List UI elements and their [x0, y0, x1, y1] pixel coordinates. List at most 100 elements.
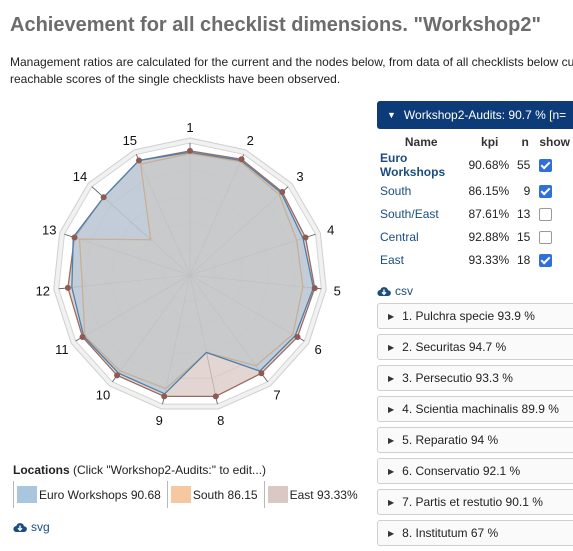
- radar-point: [302, 234, 309, 241]
- radar-point: [294, 334, 301, 341]
- caret-right-icon: ▶: [388, 435, 395, 445]
- svg-link-label: svg: [31, 520, 50, 534]
- legend-title: Locations (Click "Workshop2-Audits:" to …: [13, 463, 364, 477]
- kpi-table: Name kpi n show Euro Workshops 90.68% 55…: [377, 133, 573, 271]
- show-checkbox[interactable]: [539, 184, 553, 198]
- csv-download-link[interactable]: csv: [377, 284, 413, 298]
- show-checkbox[interactable]: [539, 159, 553, 173]
- section-label: 1. Pulchra specie 93.9 %: [402, 309, 535, 323]
- column-header-n: n: [521, 135, 529, 149]
- legend-swatch: [17, 486, 37, 503]
- section-4[interactable]: ▶ 4. Scientia machinalis 89.9 %: [377, 396, 573, 422]
- caret-right-icon: ▶: [388, 528, 395, 538]
- radar-axis-label: 8: [217, 413, 224, 428]
- row-name-link[interactable]: Central: [380, 229, 419, 244]
- section-label: 4. Scientia machinalis 89.9 %: [402, 402, 559, 416]
- radar-axis-label: 11: [55, 342, 69, 357]
- radar-axis-label: 9: [156, 413, 163, 428]
- legend-label: East 93.33%: [289, 487, 358, 502]
- row-name-link[interactable]: East: [380, 252, 405, 267]
- show-checkbox[interactable]: [539, 207, 553, 221]
- radar-point: [114, 372, 121, 379]
- radar-axis-label: 12: [36, 283, 50, 298]
- radar-point: [135, 157, 142, 164]
- caret-right-icon: ▶: [388, 466, 395, 476]
- radar-axis-label: 6: [315, 342, 322, 357]
- row-name-link[interactable]: South/East: [380, 206, 439, 221]
- caret-right-icon: ▶: [388, 373, 395, 383]
- column-header-show: show: [539, 135, 570, 149]
- section-7[interactable]: ▶ 7. Partis et restutio 90.1 %: [377, 489, 573, 515]
- section-5[interactable]: ▶ 5. Reparatio 94 %: [377, 427, 573, 453]
- legend-title-label: Locations: [13, 463, 70, 477]
- section-label: 6. Conservatio 92.1 %: [402, 464, 521, 478]
- radar-series-euro-workshops: [71, 151, 315, 395]
- cloud-download-icon: [13, 522, 27, 532]
- section-8[interactable]: ▶ 8. Institutum 67 %: [377, 520, 573, 546]
- section-label: 2. Securitas 94.7 %: [402, 340, 507, 354]
- radar-axis-label: 1: [186, 120, 193, 135]
- section-6[interactable]: ▶ 6. Conservatio 92.1 %: [377, 458, 573, 484]
- radar-point: [161, 393, 168, 400]
- row-n: 15: [516, 229, 531, 244]
- section-2[interactable]: ▶ 2. Securitas 94.7 %: [377, 334, 573, 360]
- row-name-link[interactable]: South: [380, 183, 412, 198]
- radar-point: [64, 284, 71, 291]
- table-row: South 86.15% 9: [377, 179, 573, 202]
- legend-label: Euro Workshops 90.68: [39, 487, 161, 502]
- table-row: Central 92.88% 15: [377, 225, 573, 248]
- radar-point: [238, 156, 245, 163]
- column-header-kpi: kpi: [481, 135, 499, 149]
- table-row: South/East 87.61% 13: [377, 202, 573, 225]
- radar-axis-label: 5: [334, 283, 341, 298]
- legend: Locations (Click "Workshop2-Audits:" to …: [13, 463, 364, 508]
- radar-axis-label: 15: [123, 133, 137, 148]
- section-3[interactable]: ▶ 3. Persecutio 93.3 %: [377, 365, 573, 391]
- legend-item-euro-workshops[interactable]: Euro Workshops 90.68: [13, 481, 167, 508]
- caret-right-icon: ▶: [388, 497, 395, 507]
- dimension-sections: ▶ 1. Pulchra specie 93.9 % ▶ 2. Securitas …: [377, 303, 573, 551]
- row-kpi: 86.15%: [468, 183, 510, 198]
- row-n: 13: [516, 206, 531, 221]
- legend-label: South 86.15: [192, 487, 258, 502]
- svg-download-link[interactable]: svg: [13, 520, 50, 534]
- page-title: Achievement for all checklist dimensions…: [10, 14, 541, 36]
- radar-point: [100, 194, 107, 201]
- table-row: Euro Workshops 90.68% 55: [377, 151, 573, 179]
- legend-item-south[interactable]: South 86.15: [166, 481, 264, 508]
- audits-panel-header[interactable]: ▼ Workshop2-Audits: 90.7 % [n=: [377, 101, 573, 129]
- legend-hint: (Click "Workshop2-Audits:" to edit...): [69, 463, 267, 477]
- cloud-download-icon: [377, 286, 391, 296]
- radar-point: [187, 147, 193, 154]
- radar-axis-label: 7: [273, 388, 280, 403]
- row-n: 55: [516, 158, 531, 172]
- radar-axis-label: 10: [96, 388, 110, 403]
- row-n: 18: [516, 252, 531, 267]
- section-label: 5. Reparatio 94 %: [402, 433, 499, 447]
- radar-point: [79, 334, 86, 341]
- legend-swatch: [170, 486, 191, 503]
- intro-text: Management ratios are calculated for the…: [10, 54, 573, 88]
- section-1[interactable]: ▶ 1. Pulchra specie 93.9 %: [377, 303, 573, 329]
- legend-item-east[interactable]: East 93.33%: [263, 481, 364, 508]
- csv-link-label: csv: [395, 284, 413, 298]
- show-checkbox[interactable]: [539, 230, 553, 244]
- audits-panel-header-label: Workshop2-Audits: 90.7 % [n=: [403, 108, 567, 122]
- caret-right-icon: ▶: [388, 404, 395, 414]
- radar-point: [258, 370, 265, 377]
- section-label: 8. Institutum 67 %: [402, 526, 499, 540]
- column-header-name: Name: [404, 135, 438, 149]
- caret-right-icon: ▶: [388, 311, 395, 321]
- radar-point: [71, 234, 78, 241]
- section-label: 3. Persecutio 93.3 %: [402, 371, 513, 385]
- radar-point: [212, 393, 219, 400]
- radar-point: [311, 285, 318, 292]
- row-n: 9: [523, 183, 531, 198]
- row-name-link[interactable]: Euro Workshops: [380, 151, 446, 179]
- row-kpi: 92.88%: [468, 229, 510, 244]
- row-kpi: 90.68%: [468, 158, 510, 172]
- section-label: 7. Partis et restutio 90.1 %: [402, 495, 543, 509]
- show-checkbox[interactable]: [539, 253, 553, 267]
- table-row: East 93.33% 18: [377, 248, 573, 271]
